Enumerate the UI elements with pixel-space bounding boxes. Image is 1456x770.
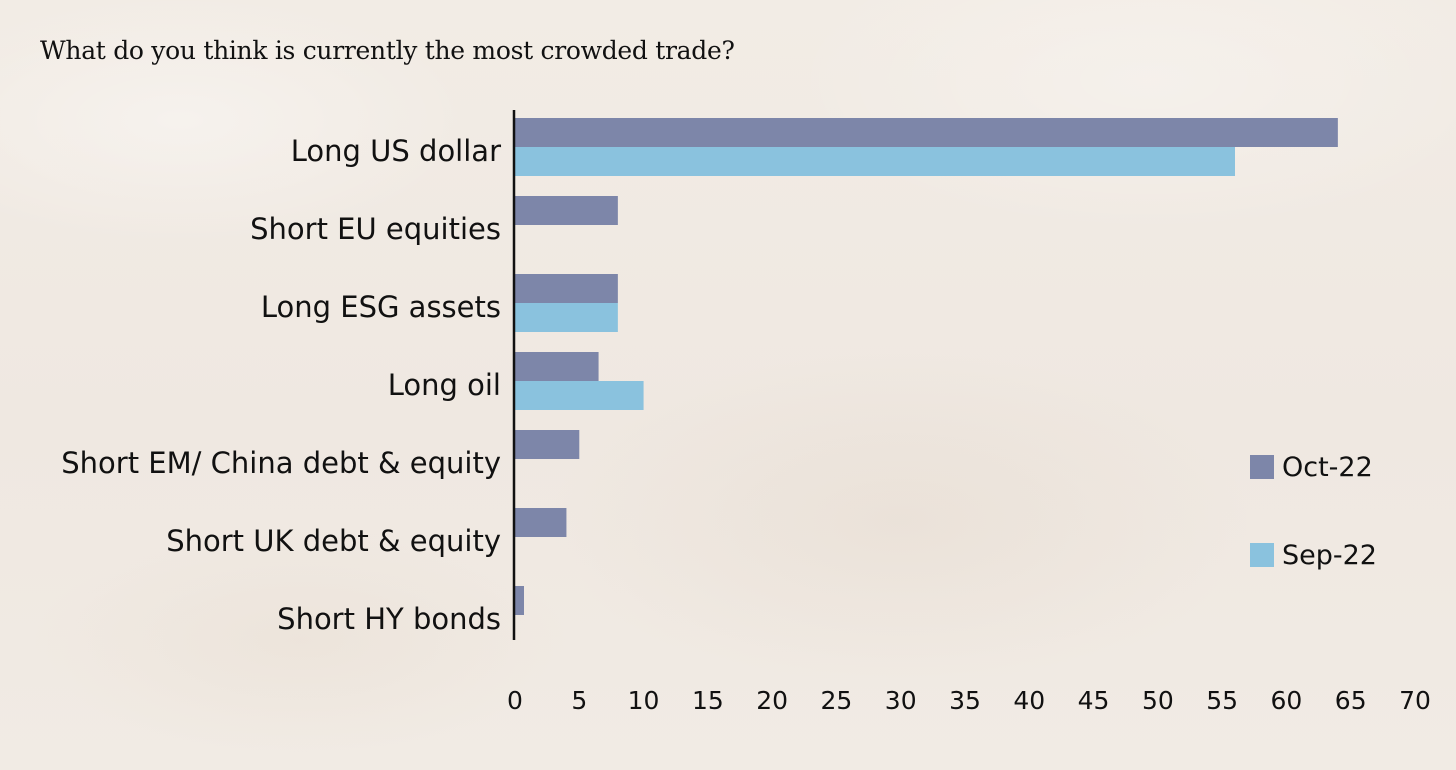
bar-oct-2 [515,274,618,303]
category-label-0: Long US dollar [291,134,501,168]
x-tick-label-11: 55 [1206,686,1238,715]
x-tick-label-2: 10 [628,686,660,715]
bar-oct-4 [515,430,580,459]
category-label-4: Short EM/ China debt & equity [61,446,501,480]
legend-swatch-sep [1250,543,1274,567]
chart-title: What do you think is currently the most … [40,36,735,65]
bar-oct-1 [515,196,618,225]
bar-oct-0 [515,118,1338,147]
x-tick-label-12: 60 [1271,686,1303,715]
bar-oct-3 [515,352,599,381]
bar-sep-2 [515,303,618,332]
x-tick-label-0: 0 [507,686,523,715]
x-tick-label-6: 30 [885,686,917,715]
chart-legend: Oct-22 Sep-22 [1250,450,1430,626]
x-tick-label-8: 40 [1013,686,1045,715]
bar-sep-0 [515,147,1235,176]
x-tick-label-13: 65 [1335,686,1367,715]
x-tick-label-9: 45 [1078,686,1110,715]
category-label-3: Long oil [388,368,501,402]
legend-item-sep: Sep-22 [1250,538,1430,572]
bar-oct-5 [515,508,567,537]
x-tick-label-3: 15 [692,686,724,715]
category-label-2: Long ESG assets [261,290,501,324]
x-tick-label-10: 50 [1142,686,1174,715]
x-tick-label-14: 70 [1399,686,1431,715]
legend-item-oct: Oct-22 [1250,450,1430,484]
bar-oct-6 [515,586,524,615]
legend-label-oct: Oct-22 [1282,451,1373,483]
bar-sep-3 [515,381,644,410]
x-tick-label-1: 5 [571,686,587,715]
category-label-6: Short HY bonds [277,602,501,636]
x-tick-label-7: 35 [949,686,981,715]
legend-swatch-oct [1250,455,1274,479]
category-label-1: Short EU equities [250,212,501,246]
x-tick-label-4: 20 [756,686,788,715]
category-label-5: Short UK debt & equity [166,524,501,558]
legend-label-sep: Sep-22 [1282,539,1377,571]
x-tick-label-5: 25 [821,686,853,715]
